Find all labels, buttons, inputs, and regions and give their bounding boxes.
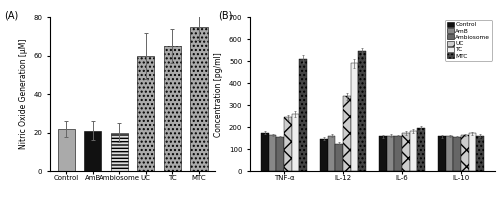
Bar	[137, 56, 154, 171]
Bar	[58, 129, 75, 171]
Bar	[284, 117, 292, 171]
Bar	[110, 133, 128, 171]
Legend: Control, AmB, Ambiosome, UC, TC, MTC: Control, AmB, Ambiosome, UC, TC, MTC	[445, 20, 492, 61]
Bar	[461, 135, 468, 171]
Bar	[394, 136, 402, 171]
Bar	[476, 135, 484, 171]
Bar	[402, 133, 409, 171]
Bar	[446, 136, 454, 171]
Bar	[350, 63, 358, 171]
Bar	[336, 144, 343, 171]
Text: (A): (A)	[4, 11, 18, 21]
Bar	[379, 136, 386, 171]
Bar	[386, 135, 394, 171]
Y-axis label: Concentration [pg/ml]: Concentration [pg/ml]	[214, 52, 224, 137]
Bar	[343, 96, 350, 171]
Bar	[261, 133, 269, 171]
Bar	[84, 131, 102, 171]
Bar	[164, 46, 181, 171]
Bar	[418, 128, 425, 171]
Bar	[438, 136, 446, 171]
Bar	[276, 137, 284, 171]
Bar	[454, 137, 461, 171]
Bar	[328, 135, 336, 171]
Bar	[468, 133, 476, 171]
Bar	[410, 131, 418, 171]
Bar	[358, 51, 366, 171]
Bar	[300, 59, 307, 171]
Text: (B): (B)	[218, 11, 232, 21]
Y-axis label: Nitric Oxide Generation [μM]: Nitric Oxide Generation [μM]	[19, 39, 28, 149]
Bar	[269, 135, 276, 171]
Bar	[292, 114, 300, 171]
Bar	[320, 139, 328, 171]
Bar	[190, 27, 208, 171]
